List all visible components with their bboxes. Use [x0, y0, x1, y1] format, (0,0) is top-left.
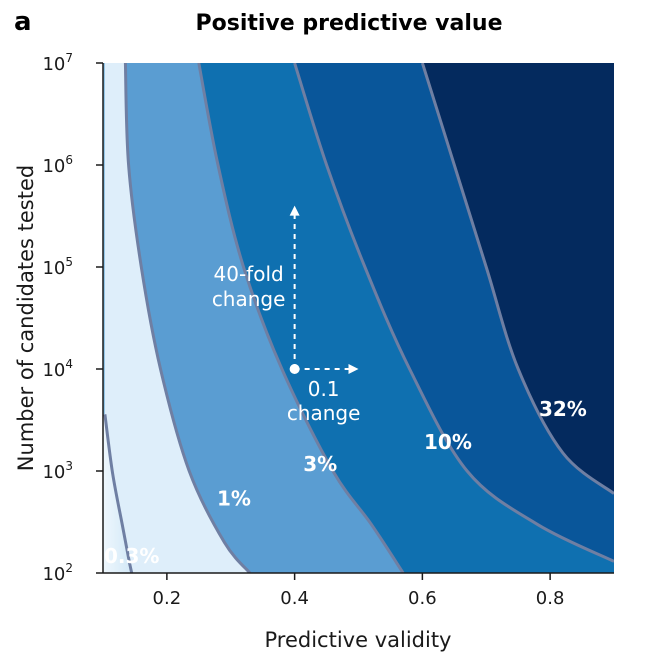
horizontal-change-label: 0.1 — [308, 377, 340, 401]
contour-line-0.3% — [103, 414, 134, 573]
region-label: 10% — [424, 430, 472, 454]
region-label: 32% — [539, 397, 587, 421]
y-ticks: 102 103 104 105 106 107 — [42, 51, 103, 585]
region-label: 1% — [217, 486, 251, 510]
y-tick-label: 105 — [42, 255, 73, 279]
axes — [102, 63, 614, 574]
plot-area — [103, 63, 614, 573]
band-above-32% — [422, 63, 614, 494]
x-tick-label: 0.2 — [153, 588, 182, 609]
y-tick-label: 103 — [42, 459, 73, 483]
contour-line-10% — [293, 63, 614, 563]
x-tick-label: 0.8 — [536, 588, 565, 609]
band-0.3-1-top — [103, 63, 105, 415]
region-label: 0.3% — [104, 544, 159, 568]
panel-label: a — [14, 7, 32, 37]
contour-lines — [103, 63, 614, 573]
x-ticks: 0.2 0.4 0.6 0.8 — [153, 573, 565, 609]
region-label: 3% — [303, 452, 337, 476]
contour-line-32% — [420, 63, 614, 495]
chart-title: Positive predictive value — [196, 11, 503, 36]
vertical-change-label: change — [212, 287, 286, 311]
band-below-0.3-tint — [103, 414, 132, 573]
x-axis-label: Predictive validity — [265, 628, 452, 652]
y-tick-label: 107 — [42, 51, 73, 75]
x-tick-label: 0.6 — [408, 588, 437, 609]
y-tick-label: 102 — [42, 561, 73, 585]
x-tick-label: 0.4 — [280, 588, 309, 609]
contour-line-1% — [123, 63, 252, 573]
y-tick-label: 106 — [42, 153, 73, 177]
y-axis-label: Number of candidates tested — [14, 165, 38, 471]
y-tick-label: 104 — [42, 357, 73, 381]
up-arrowhead-icon — [289, 205, 300, 216]
vertical-change-label: 40-fold — [214, 262, 284, 286]
right-arrowhead-icon — [348, 364, 359, 374]
horizontal-change-label: change — [287, 401, 361, 425]
contour-line-3% — [197, 63, 405, 573]
start-point-marker — [289, 364, 300, 374]
region-labels: 0.3% 1% 3% 10% 32% — [104, 397, 587, 568]
